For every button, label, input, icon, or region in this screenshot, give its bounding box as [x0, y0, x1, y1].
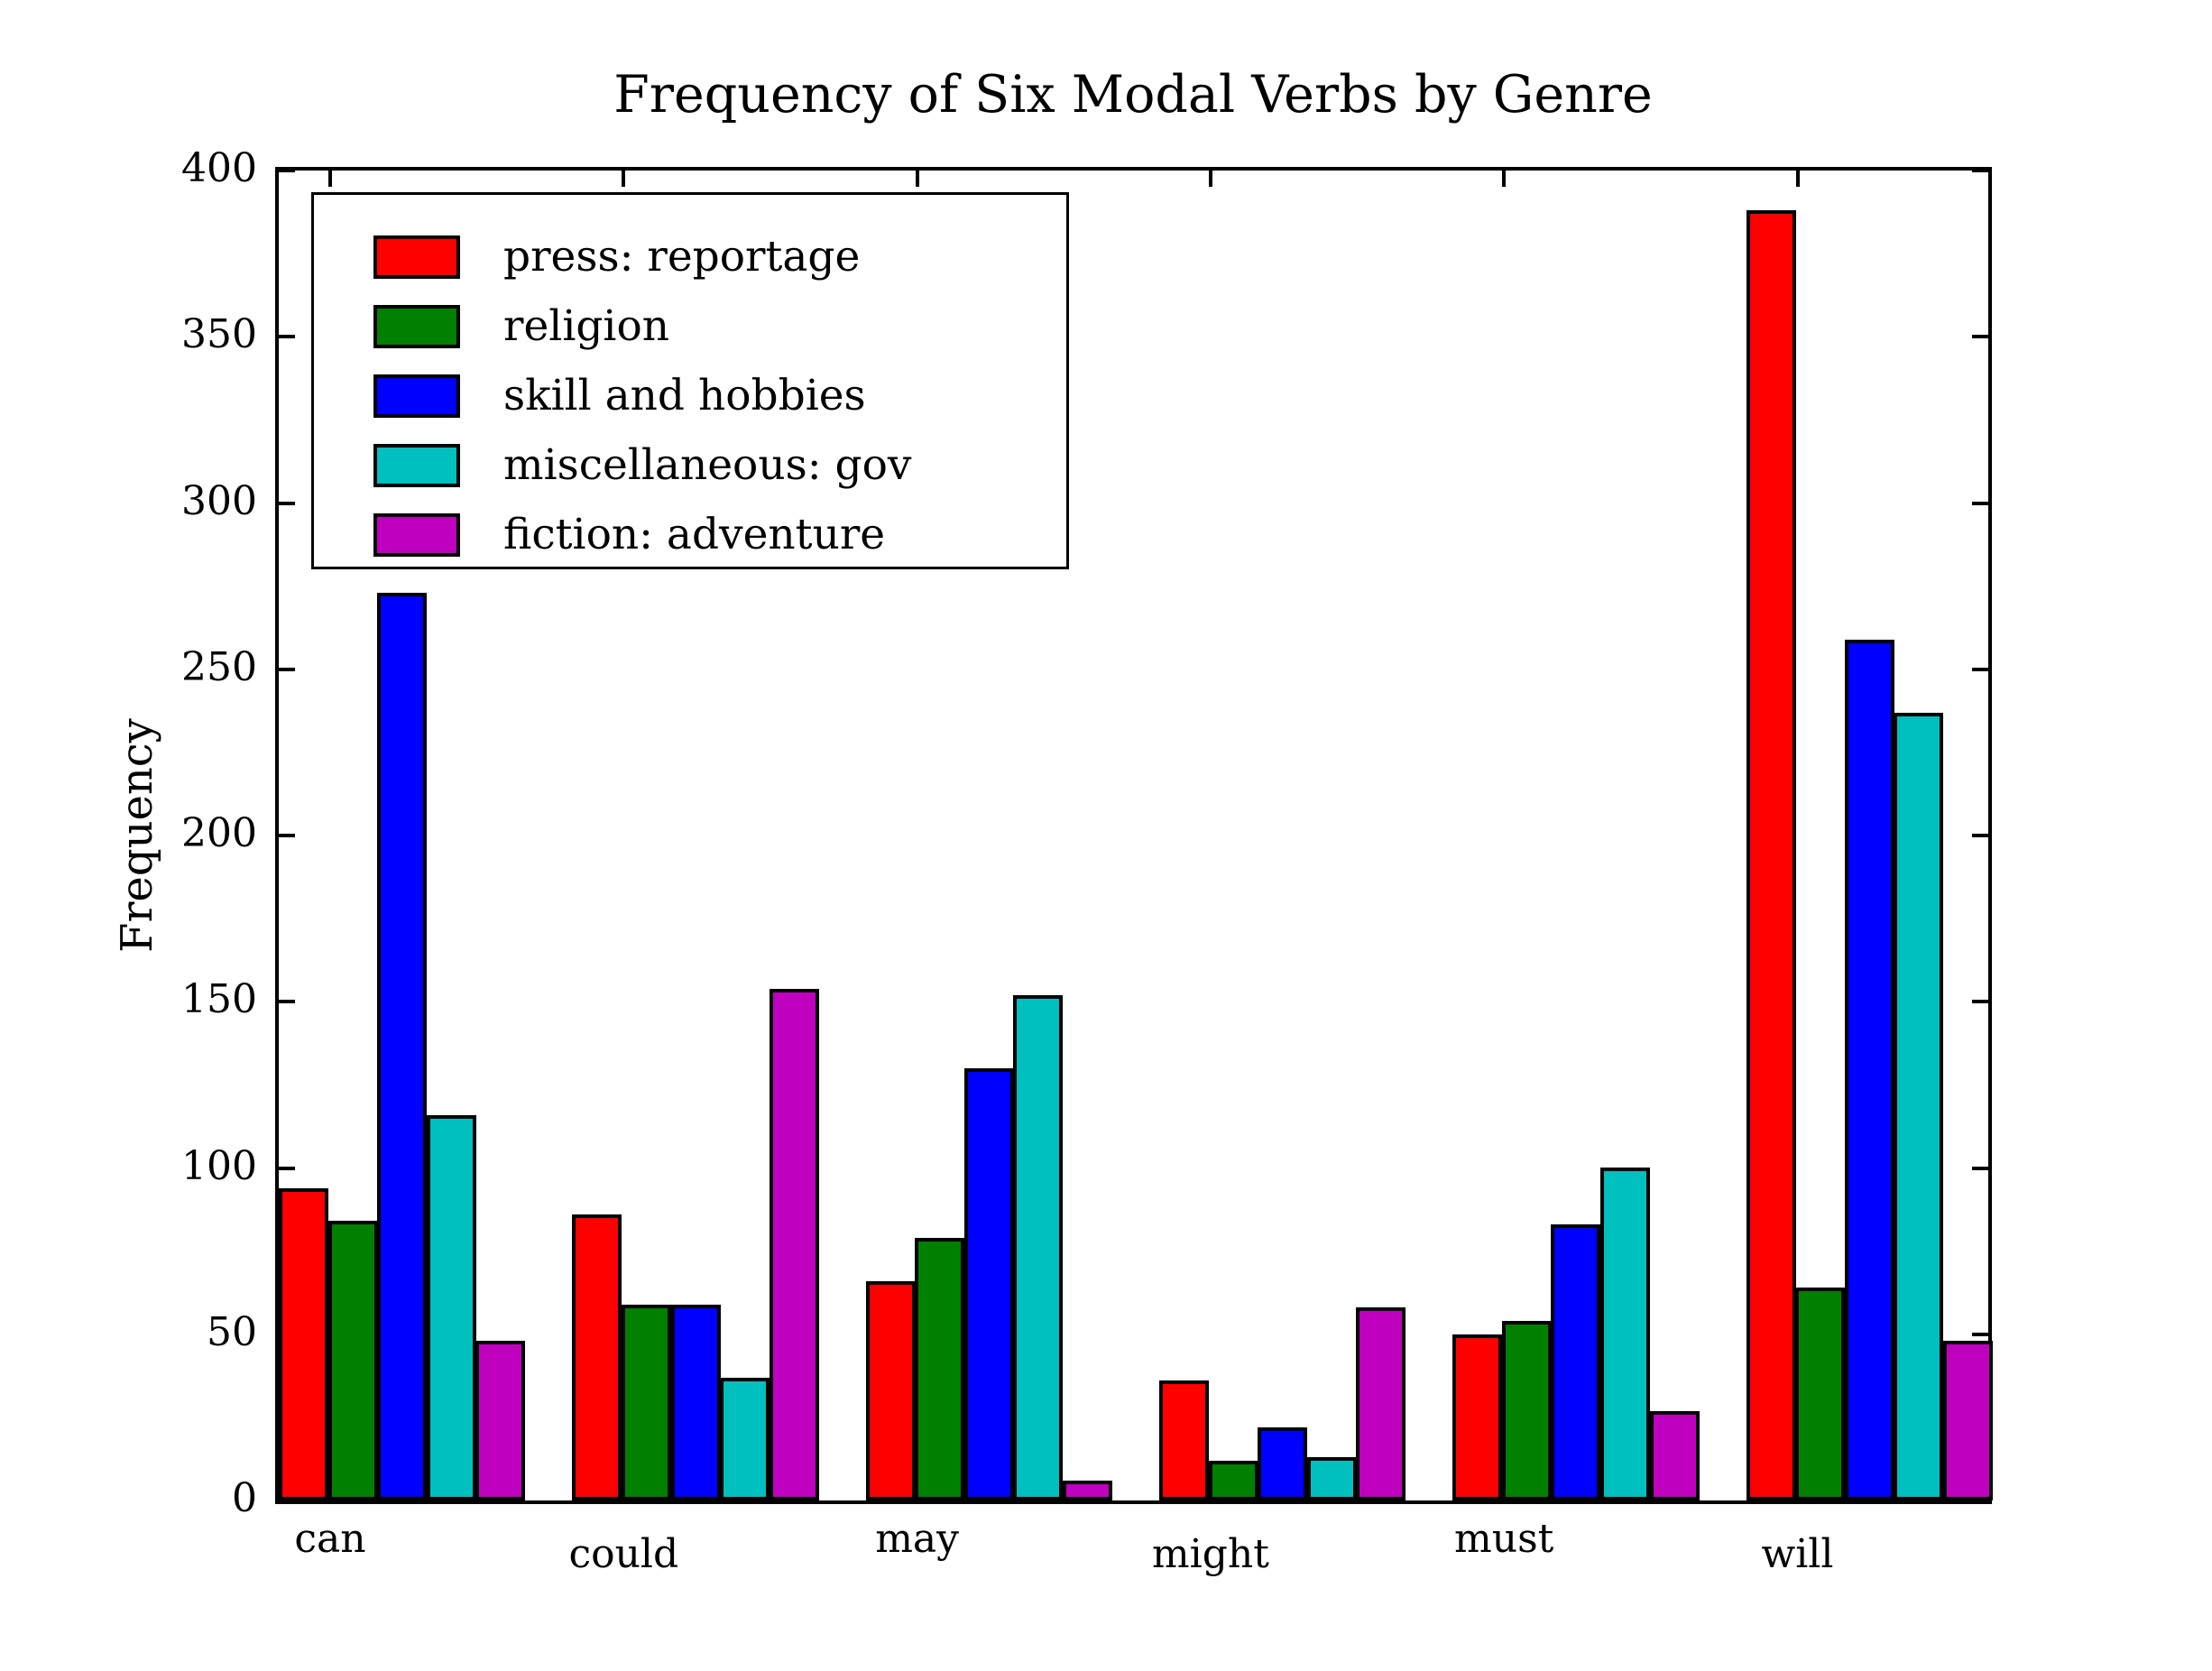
- bar-might-miscellaneous-gov: [1306, 1457, 1357, 1500]
- bar-may-skill-and-hobbies: [963, 1068, 1014, 1500]
- bar-must-skill-and-hobbies: [1551, 1224, 1601, 1500]
- bar-must-fiction-adventure: [1649, 1411, 1700, 1500]
- y-axis-label: Frequency: [112, 718, 162, 953]
- y-tick-mark: [279, 1166, 295, 1170]
- bar-could-miscellaneous-gov: [720, 1378, 770, 1500]
- bar-could-fiction-adventure: [769, 989, 819, 1500]
- bar-must-press-reportage: [1452, 1334, 1503, 1500]
- bar-can-press-reportage: [279, 1188, 328, 1500]
- legend-swatch: [373, 235, 460, 279]
- bar-can-skill-and-hobbies: [377, 593, 428, 1500]
- bar-may-fiction-adventure: [1063, 1481, 1112, 1500]
- chart-title: Frequency of Six Modal Verbs by Genre: [613, 65, 1653, 125]
- x-tick-mark: [915, 171, 919, 187]
- bar-can-religion: [327, 1221, 378, 1500]
- legend-box: press: reportage religion skill and hobbie…: [311, 192, 1069, 569]
- bar-might-religion: [1208, 1461, 1258, 1500]
- y-tick-mark: [1972, 501, 1988, 505]
- y-tick-mark: [1972, 169, 1988, 172]
- y-tick-mark: [279, 169, 295, 172]
- legend-label: religion: [503, 301, 670, 351]
- bar-might-skill-and-hobbies: [1258, 1427, 1308, 1500]
- legend-item: skill and hobbies: [314, 361, 1066, 430]
- bar-will-fiction-adventure: [1942, 1341, 1993, 1500]
- x-tick-label-might: might: [1151, 1531, 1269, 1577]
- bar-could-religion: [621, 1305, 671, 1500]
- legend-swatch: [373, 512, 460, 557]
- y-tick-label: 50: [207, 1308, 257, 1355]
- y-tick-mark: [279, 501, 295, 505]
- bar-will-religion: [1795, 1288, 1846, 1500]
- legend-swatch: [373, 443, 460, 487]
- bar-will-press-reportage: [1746, 210, 1796, 1500]
- x-tick-label-could: could: [568, 1531, 679, 1577]
- bar-could-skill-and-hobbies: [670, 1305, 721, 1500]
- bar-can-miscellaneous-gov: [426, 1115, 476, 1500]
- y-tick-mark: [279, 1000, 295, 1004]
- y-tick-label: 100: [181, 1142, 257, 1189]
- bar-could-press-reportage: [572, 1214, 622, 1500]
- legend-item: fiction: adventure: [314, 500, 1066, 569]
- legend-item: miscellaneous: gov: [314, 430, 1066, 500]
- y-tick-mark: [279, 667, 295, 671]
- y-tick-label: 300: [181, 477, 257, 524]
- bar-will-skill-and-hobbies: [1844, 640, 1894, 1500]
- y-tick-label: 200: [181, 810, 257, 856]
- y-tick-label: 250: [181, 643, 257, 690]
- y-tick-mark: [1972, 1499, 1988, 1502]
- x-tick-label-can: can: [294, 1516, 366, 1562]
- y-tick-mark: [279, 1499, 295, 1502]
- x-tick-label-must: must: [1454, 1516, 1554, 1562]
- y-tick-mark: [279, 834, 295, 837]
- legend-swatch: [373, 304, 460, 348]
- bar-must-religion: [1501, 1321, 1552, 1500]
- bar-might-press-reportage: [1158, 1380, 1209, 1500]
- x-tick-mark: [1208, 171, 1212, 187]
- legend-item: press: reportage: [314, 222, 1066, 291]
- bar-may-press-reportage: [865, 1281, 916, 1500]
- y-tick-mark: [279, 335, 295, 339]
- x-tick-mark: [1502, 171, 1507, 187]
- y-tick-mark: [1972, 667, 1988, 671]
- x-tick-mark: [1795, 171, 1800, 187]
- x-tick-mark: [622, 171, 626, 187]
- y-tick-mark: [1972, 1000, 1988, 1004]
- bar-can-fiction-adventure: [475, 1341, 526, 1500]
- bar-might-fiction-adventure: [1356, 1307, 1406, 1500]
- plot-area: [275, 167, 1993, 1504]
- x-tick-mark: [328, 171, 332, 187]
- legend-swatch: [373, 374, 460, 418]
- legend-label: skill and hobbies: [503, 371, 866, 420]
- legend-label: press: reportage: [503, 232, 861, 282]
- y-tick-label: 0: [232, 1475, 257, 1521]
- x-tick-label-will: will: [1761, 1531, 1834, 1577]
- bar-may-religion: [915, 1238, 965, 1500]
- legend-label: miscellaneous: gov: [503, 440, 912, 490]
- y-tick-label: 350: [181, 311, 257, 358]
- bar-will-miscellaneous-gov: [1894, 713, 1944, 1500]
- bar-may-miscellaneous-gov: [1013, 995, 1064, 1500]
- y-tick-label: 150: [181, 976, 257, 1023]
- y-tick-mark: [1972, 335, 1988, 339]
- bar-must-miscellaneous-gov: [1600, 1168, 1650, 1500]
- legend-item: religion: [314, 291, 1066, 361]
- x-tick-label-may: may: [875, 1516, 959, 1562]
- y-tick-mark: [1972, 1166, 1988, 1170]
- y-tick-mark: [1972, 1332, 1988, 1336]
- y-tick-label: 400: [181, 145, 257, 191]
- legend-label: fiction: adventure: [503, 510, 886, 559]
- y-tick-mark: [1972, 834, 1988, 837]
